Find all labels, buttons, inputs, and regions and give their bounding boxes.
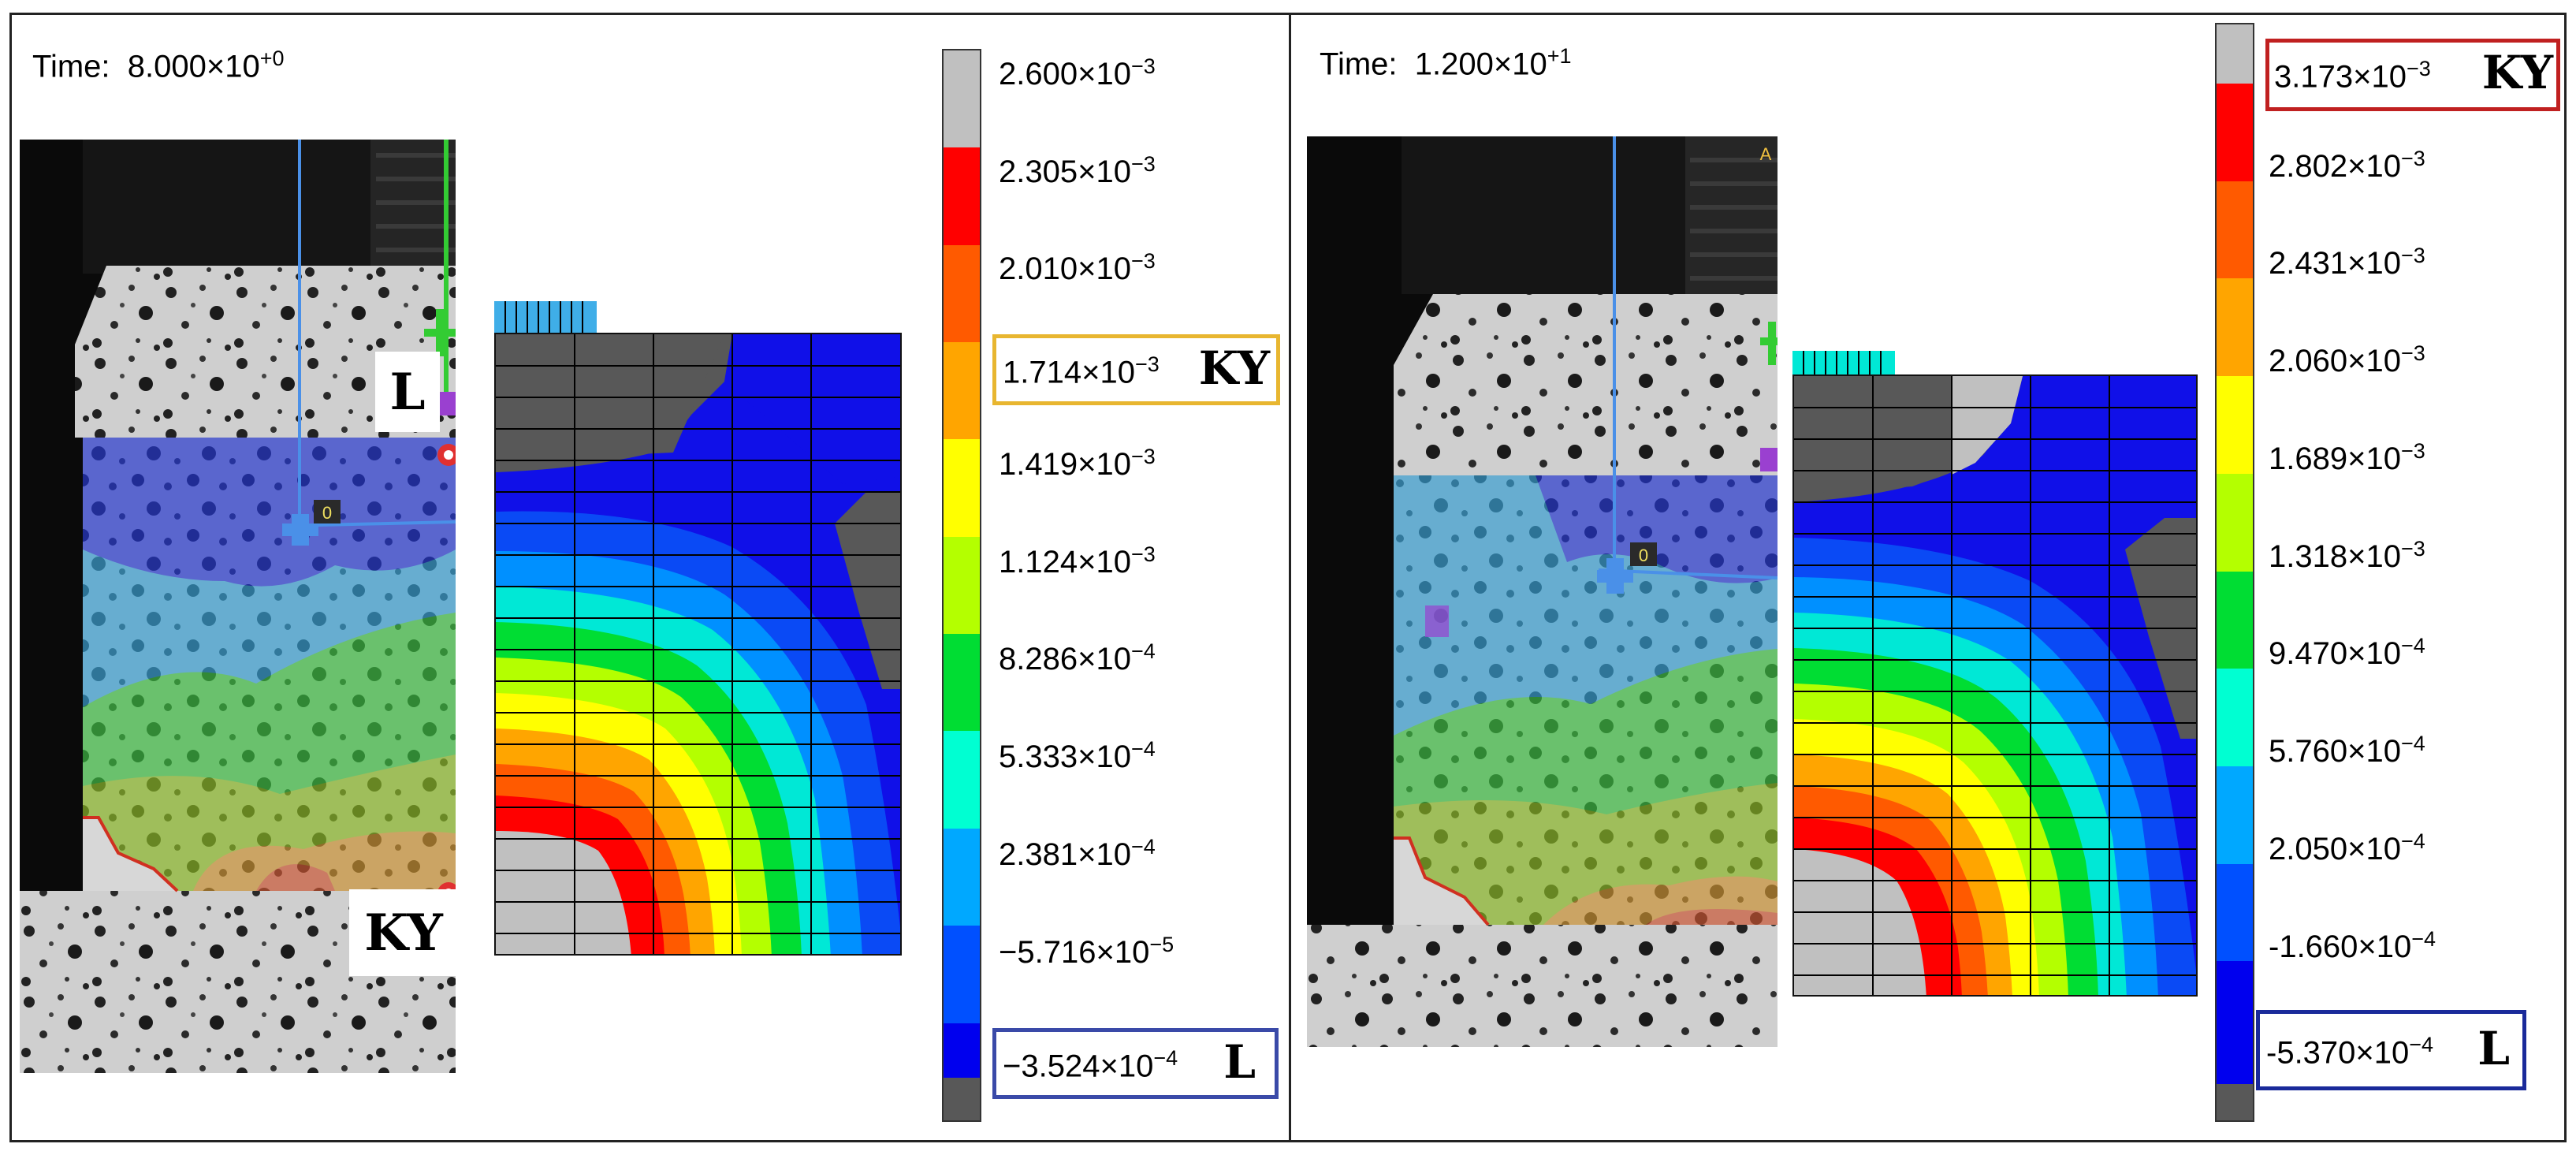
legend-tick: 2.381×10−4 xyxy=(999,834,1156,873)
legend-tick: 2.305×10−3 xyxy=(999,151,1156,190)
svg-text:0: 0 xyxy=(322,503,332,523)
legend-tick: 2.060×10−3 xyxy=(2269,341,2425,379)
contour-mesh-right xyxy=(1792,374,2198,997)
legend-tick: 5.760×10−4 xyxy=(2269,731,2425,769)
photo-label-KY: KY xyxy=(349,889,458,976)
svg-text:0: 0 xyxy=(1639,546,1648,565)
contour-plot-left xyxy=(496,334,900,954)
highlight-ky-right: 3.173×10−3 KY xyxy=(2265,39,2560,111)
time-readout-left: Time: 8.000×10+0 xyxy=(32,47,285,84)
time-readout-right: Time: 1.200×10+1 xyxy=(1320,44,1572,82)
legend-tick: 1.318×10−3 xyxy=(2269,536,2425,575)
specimen-image: 0 A xyxy=(1307,136,1778,1047)
legend-tick: -1.660×10−4 xyxy=(2269,926,2436,965)
highlight-l-left: −3.524×10−4 L xyxy=(992,1028,1279,1099)
legend-tick: 2.600×10−3 xyxy=(999,54,1156,92)
mesh-top-tab-left xyxy=(494,301,597,333)
colorbar-right xyxy=(2215,23,2254,1122)
colorbar-left xyxy=(942,49,981,1122)
panel-left: Time: 8.000×10+0 xyxy=(9,13,1291,1142)
highlight-ky-left: 1.714×10−3 KY xyxy=(992,334,1280,405)
contour-plot-right xyxy=(1794,376,2196,995)
dic-photo-right: 0 A xyxy=(1307,136,1778,1047)
legend-tick: 1.124×10−3 xyxy=(999,542,1156,580)
contour-mesh-left xyxy=(494,333,902,956)
legend-tick: 8.286×10−4 xyxy=(999,639,1156,677)
legend-tick: 1.419×10−3 xyxy=(999,444,1156,482)
legend-tick: 2.802×10−3 xyxy=(2269,146,2425,184)
legend-tick: 5.333×10−4 xyxy=(999,736,1156,775)
legend-tick: 2.050×10−4 xyxy=(2269,829,2425,867)
legend-tick: −5.716×10−5 xyxy=(999,932,1174,971)
legend-tick: 2.431×10−3 xyxy=(2269,243,2425,281)
svg-text:A: A xyxy=(1760,144,1772,164)
photo-label-L: L xyxy=(375,352,440,432)
panel-right: Time: 1.200×10+1 xyxy=(1289,13,2567,1142)
highlight-l-right: -5.370×10−4 L xyxy=(2256,1010,2526,1090)
legend-ticks-right: 2.802×10−3 2.431×10−3 2.060×10−3 1.689×1… xyxy=(2269,15,2552,1119)
legend-ticks-left: 2.600×10−3 2.305×10−3 2.010×10−3 1.419×1… xyxy=(999,15,1282,1119)
legend-tick: 9.470×10−4 xyxy=(2269,633,2425,672)
legend-tick: 1.689×10−3 xyxy=(2269,438,2425,477)
legend-tick: 2.010×10−3 xyxy=(999,248,1156,287)
dic-photo-left: 0 xyxy=(20,140,456,1073)
mesh-top-tab-right xyxy=(1792,351,1895,374)
specimen-image: 0 xyxy=(20,140,456,1073)
